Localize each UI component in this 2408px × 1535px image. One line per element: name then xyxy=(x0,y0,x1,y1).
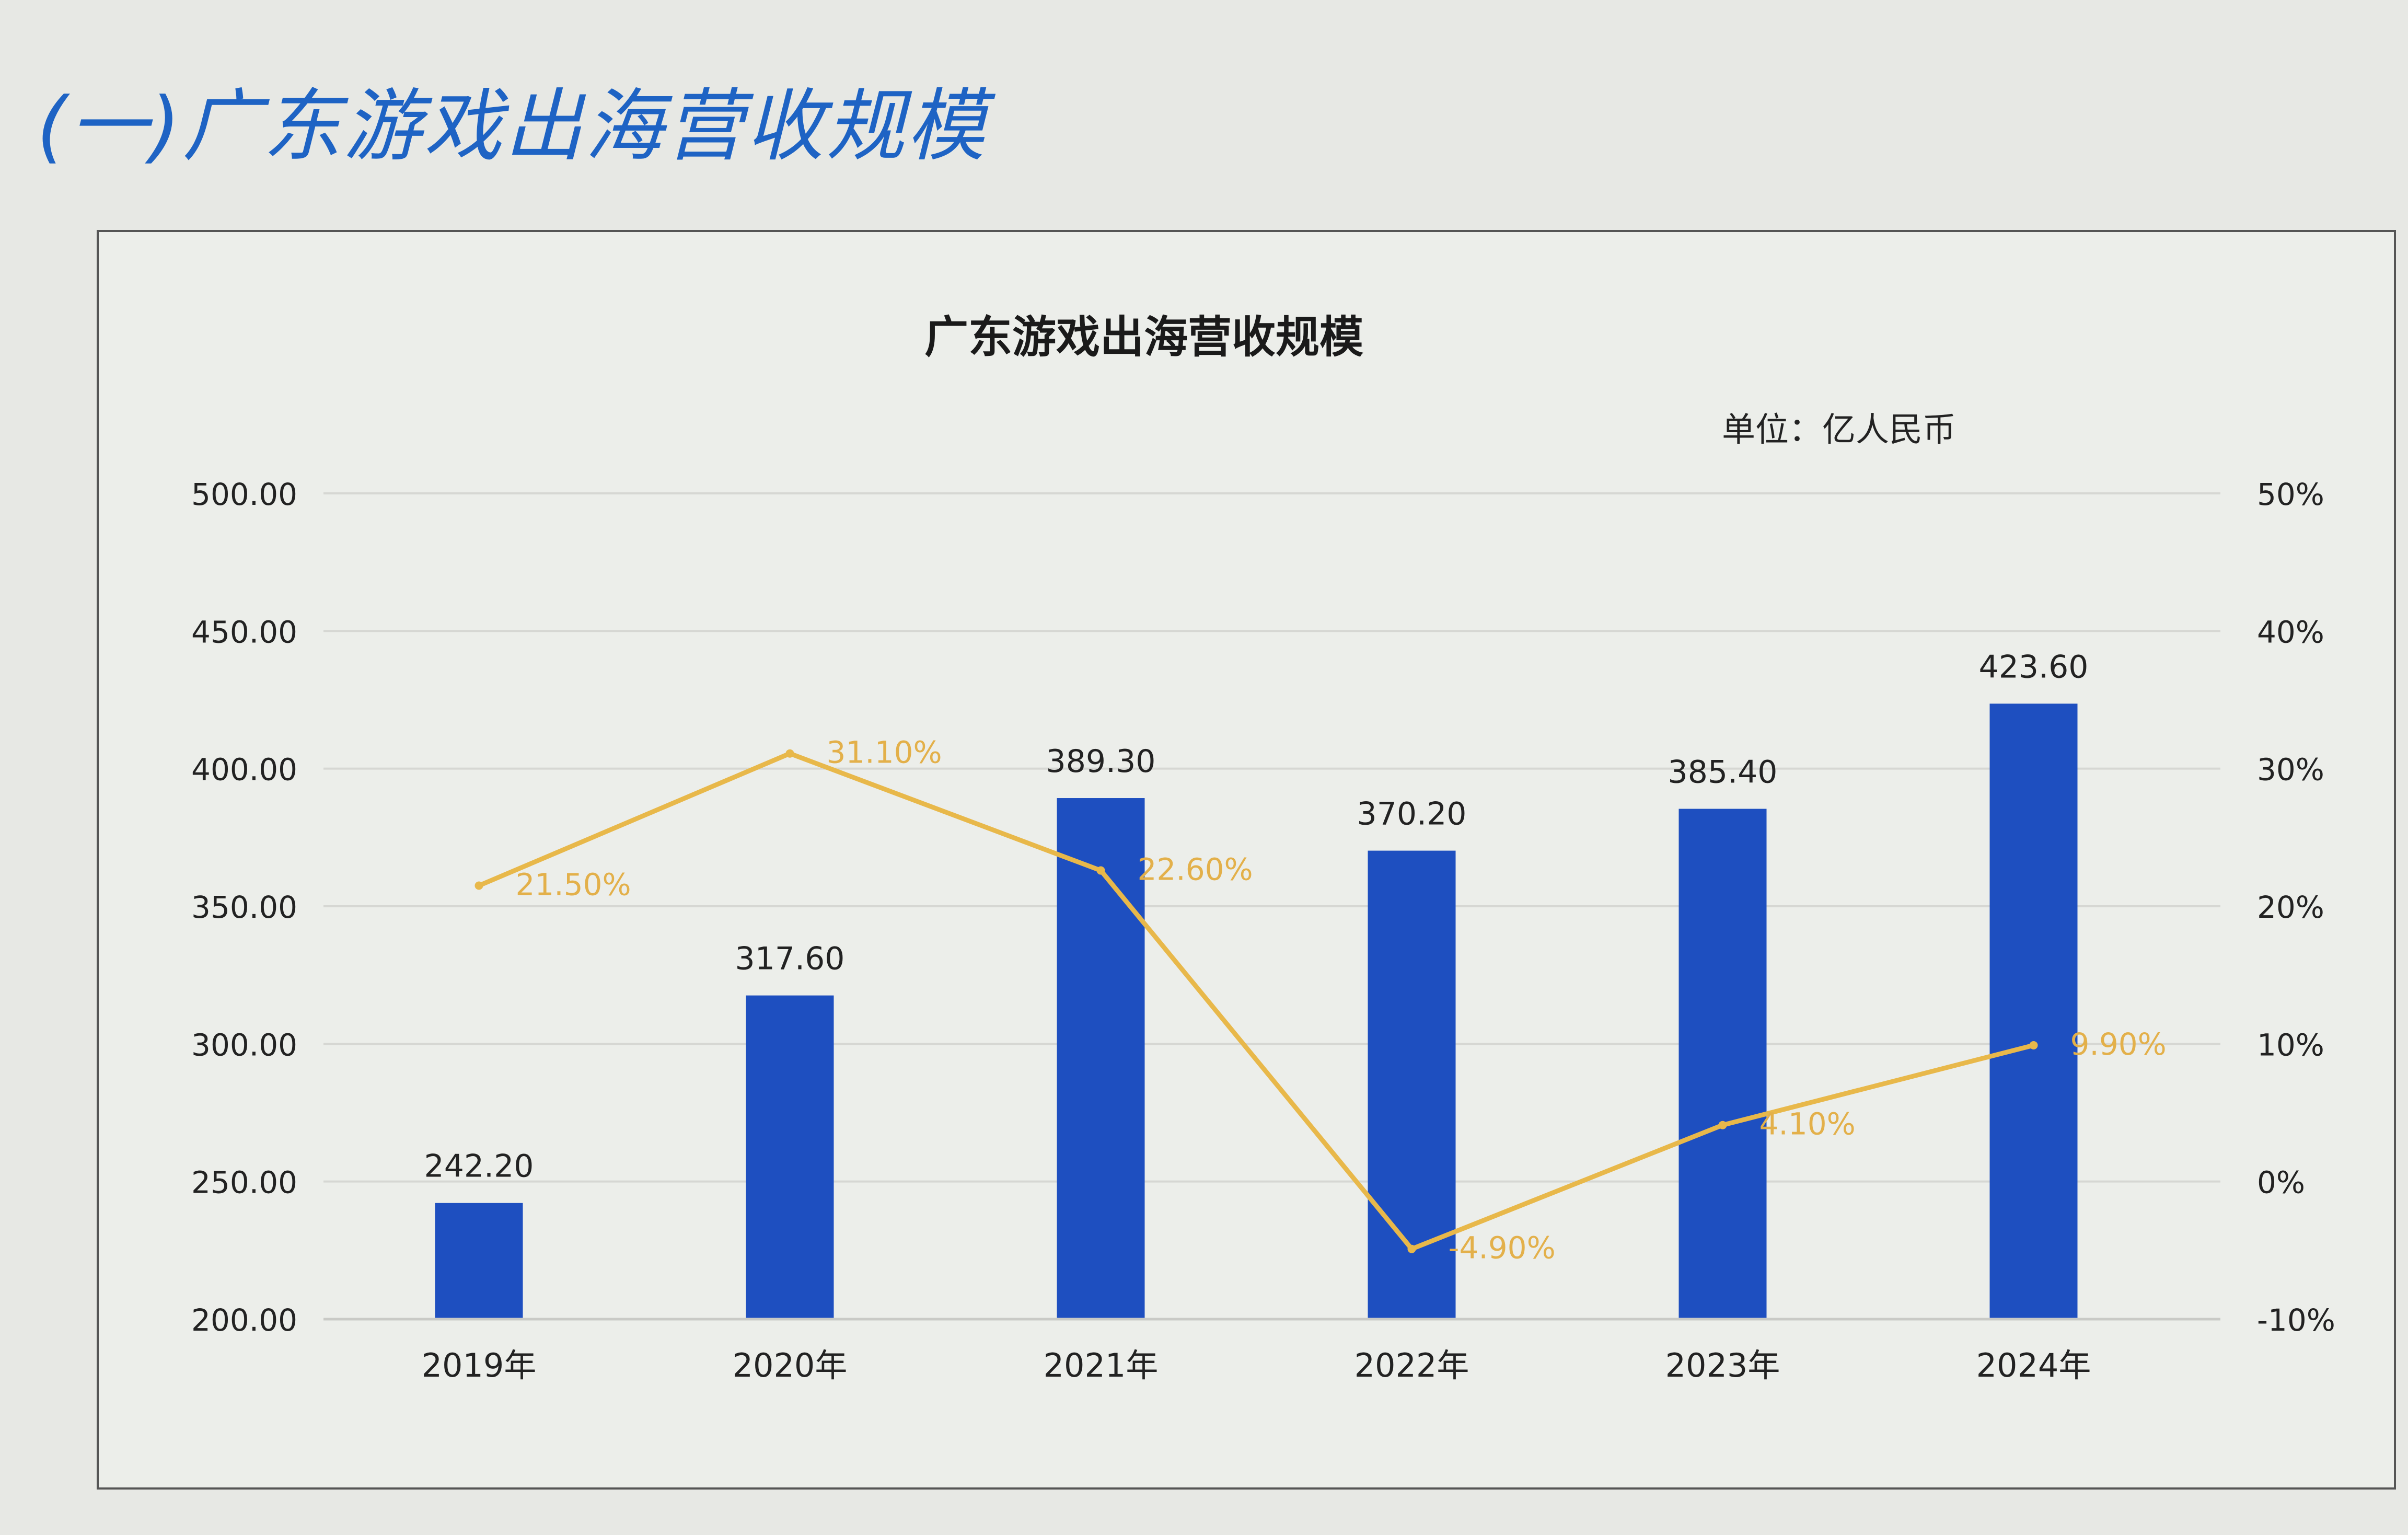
y-right-tick-label: 0% xyxy=(2257,1165,2305,1201)
x-tick-label: 2021年 xyxy=(1044,1346,1159,1384)
bar-value-label: 242.20 xyxy=(424,1148,534,1185)
y-left-tick-label: 400.00 xyxy=(191,752,297,788)
growth-rate-point xyxy=(1407,1244,1416,1253)
bar-value-label: 317.60 xyxy=(735,941,845,977)
bar-2023年 xyxy=(1678,809,1767,1319)
chart-canvas: 广东游戏出海营收规模 单位：亿人民币 242.20 317.60 389.30 370… xyxy=(191,311,2335,1384)
x-tick-label: 2019年 xyxy=(422,1346,537,1384)
x-tick-label: 2020年 xyxy=(733,1346,848,1384)
y-left-tick-label: 450.00 xyxy=(191,614,297,650)
bar-value-label: 370.20 xyxy=(1357,796,1467,833)
y-left-tick-label: 250.00 xyxy=(191,1165,297,1201)
y-left-tick-label: 500.00 xyxy=(191,477,297,512)
growth-rate-label: 21.50% xyxy=(516,867,631,903)
bar-2024年 xyxy=(1989,703,2078,1319)
growth-rate-line xyxy=(478,751,2034,1252)
bar-value-label: 385.40 xyxy=(1668,754,1778,791)
unit-label: 单位：亿人民币 xyxy=(1722,411,1956,449)
y-right-tick-label: 50% xyxy=(2257,477,2324,512)
y-right-tick-label: 40% xyxy=(2257,614,2324,650)
x-tick-label: 2024年 xyxy=(1976,1346,2091,1384)
x-tick-label: 2023年 xyxy=(1665,1346,1780,1384)
y-right-tick-label: 10% xyxy=(2257,1027,2324,1063)
growth-rate-label: 31.10% xyxy=(827,735,942,770)
chart-frame: 广东游戏出海营收规模 单位：亿人民币 242.20 317.60 389.30 370… xyxy=(97,230,2396,1490)
growth-rate-point xyxy=(474,881,483,890)
bar-2019年 xyxy=(435,1203,523,1319)
bar-2021年 xyxy=(1057,798,1145,1319)
growth-rate-point xyxy=(1718,1121,1727,1129)
y-left-tick-label: 350.00 xyxy=(191,890,297,925)
y-right-tick-label: 30% xyxy=(2257,752,2324,788)
chart-title: 广东游戏出海营收规模 xyxy=(924,311,1363,363)
bar-value-label: 389.30 xyxy=(1046,743,1156,780)
bar-value-label: 423.60 xyxy=(1979,649,2089,685)
bar-2022年 xyxy=(1368,850,1456,1319)
y-left-tick-label: 200.00 xyxy=(191,1302,297,1338)
growth-rate-point xyxy=(1096,866,1105,875)
growth-rate-label: 4.10% xyxy=(1759,1106,1856,1142)
x-tick-label: 2022年 xyxy=(1354,1346,1469,1384)
y-right-tick-label: 20% xyxy=(2257,890,2324,925)
growth-rate-label: -4.90% xyxy=(1449,1230,1556,1266)
slide-heading: (一)广东游戏出海营收规模 xyxy=(37,81,988,172)
y-right-tick-label: -10% xyxy=(2257,1302,2335,1338)
y-left-tick-label: 300.00 xyxy=(191,1027,297,1063)
growth-rate-point xyxy=(2029,1041,2038,1049)
bar-2020年 xyxy=(746,995,834,1319)
growth-rate-point xyxy=(785,749,794,758)
growth-rate-label: 9.90% xyxy=(2070,1026,2167,1062)
growth-rate-label: 22.60% xyxy=(1138,852,1253,887)
